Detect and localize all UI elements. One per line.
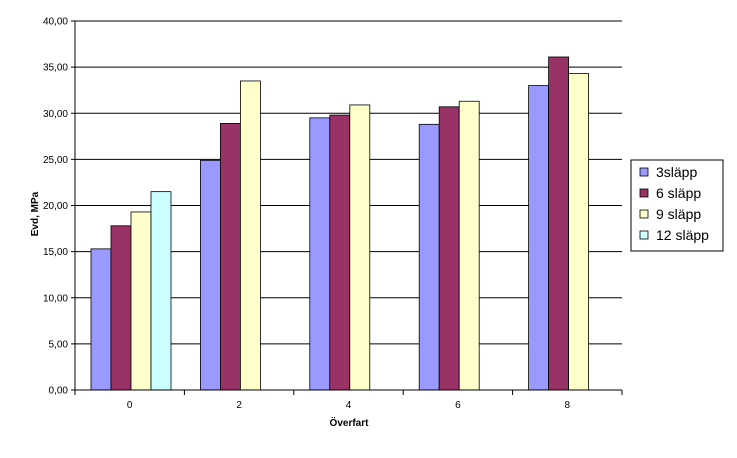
y-tick-label: 40,00 (43, 17, 68, 28)
bar (90, 248, 112, 391)
legend-items: 3släpp 6 släpp 9 släpp 12 släpp (639, 164, 709, 243)
bar (568, 73, 589, 391)
bar (548, 56, 569, 391)
bar (130, 211, 152, 391)
bar (309, 117, 331, 391)
x-tick-label: 4 (346, 400, 352, 411)
bar (349, 104, 371, 391)
bar (438, 106, 460, 391)
legend-label: 9 släpp (656, 206, 701, 222)
x-tick-labels: 0 2 4 6 8 (127, 400, 571, 411)
bar (329, 114, 351, 391)
y-tick-label: 0,00 (49, 386, 69, 397)
legend-label: 6 släpp (656, 185, 701, 201)
y-tick-label: 30,00 (43, 109, 68, 120)
bar (528, 85, 549, 391)
x-tick-label: 0 (127, 400, 133, 411)
legend-swatch (639, 167, 649, 177)
bars (90, 56, 589, 391)
bar (458, 100, 480, 391)
x-tick-label: 8 (565, 400, 571, 411)
x-axis-title: Överfart (330, 416, 370, 429)
bar (110, 225, 132, 391)
y-tick-label: 15,00 (43, 247, 68, 258)
y-tick-label: 5,00 (49, 339, 69, 350)
legend: 3släpp 6 släpp 9 släpp 12 släpp (630, 159, 724, 252)
bar (418, 123, 440, 391)
legend-swatch (639, 209, 649, 219)
y-axis-title: Evd, MPa (30, 191, 41, 236)
y-tick-label: 20,00 (43, 201, 68, 212)
y-tick-label: 10,00 (43, 293, 68, 304)
y-tick-label: 35,00 (43, 63, 68, 74)
axes (71, 20, 623, 395)
bar (219, 122, 241, 391)
x-tick-label: 6 (455, 400, 461, 411)
y-tick-labels: 0,00 5,00 10,00 15,00 20,00 25,00 30,00 35,00 40… (43, 17, 68, 397)
legend-swatch (639, 230, 649, 240)
legend-swatch (639, 188, 649, 198)
legend-label: 12 släpp (656, 227, 709, 243)
bar (239, 80, 261, 391)
bar (150, 191, 172, 391)
x-tick-label: 2 (236, 400, 242, 411)
legend-label: 3släpp (656, 164, 697, 180)
y-tick-label: 25,00 (43, 155, 68, 166)
bar (199, 159, 221, 391)
